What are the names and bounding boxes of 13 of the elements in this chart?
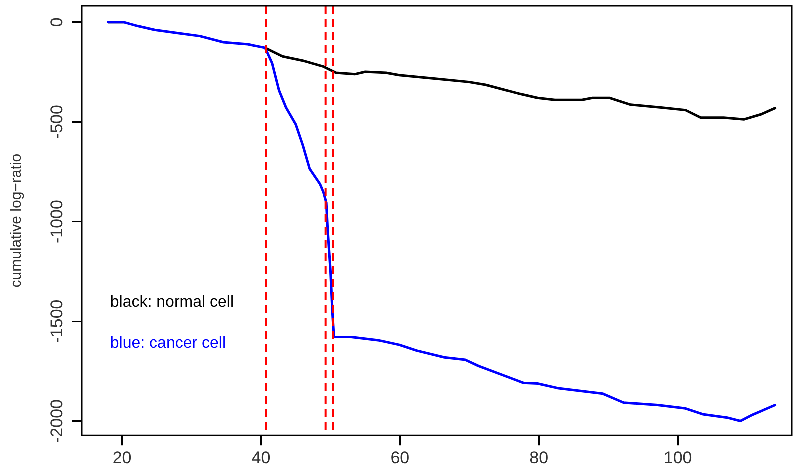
y-tick-label: -1500 [48,300,67,344]
y-tick-label: 0 [48,18,67,28]
x-tick-label: 80 [530,448,549,468]
x-tick-label: 60 [390,448,410,468]
text: black: normal cell [110,294,234,311]
y-tick-label: -2000 [48,400,67,443]
x-tick-label: 20 [112,448,132,468]
y-tick-label: -1000 [48,200,67,244]
text: blue: cancer cell [110,334,226,352]
x-tick-label: 100 [664,448,692,468]
y-axis-title: cumulative log−ratio [8,154,26,288]
x-tick-label: 40 [252,448,271,468]
y-tick-label: -500 [48,105,67,140]
